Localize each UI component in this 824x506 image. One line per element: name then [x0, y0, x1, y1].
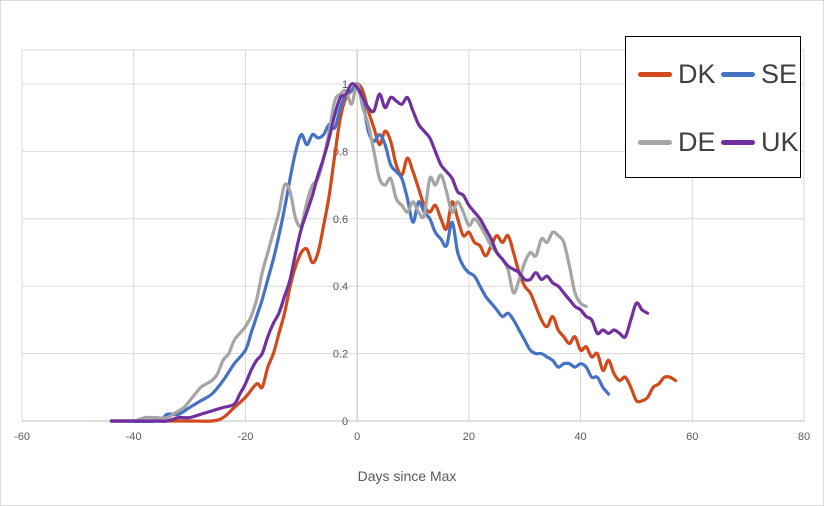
y-tick-label: 1: [342, 79, 348, 91]
x-tick-label: -20: [237, 431, 253, 443]
legend-swatch-uk: [721, 140, 755, 145]
x-tick-label: 80: [798, 431, 810, 443]
x-tick-label: 60: [686, 431, 698, 443]
series-line-uk: [109, 82, 650, 423]
y-tick-label: 0.4: [333, 281, 348, 293]
legend-swatch-dk: [638, 72, 672, 77]
x-tick-label: 40: [574, 431, 586, 443]
y-tick-label: 0: [342, 416, 348, 428]
x-tick-label: 0: [354, 431, 360, 443]
series-line-de: [109, 82, 588, 423]
series-line-dk: [109, 82, 678, 423]
x-tick-label: 20: [463, 431, 475, 443]
y-tick-label: 0.6: [333, 214, 348, 226]
legend-swatch-se: [721, 72, 755, 77]
x-tick-label: -40: [126, 431, 142, 443]
legend-label-se: SE: [761, 59, 798, 89]
x-axis-title: Days since Max: [358, 468, 457, 484]
legend-swatch-de: [638, 140, 672, 145]
legend-label-uk: UK: [761, 127, 799, 157]
legend-label-dk: DK: [678, 59, 716, 89]
legend: DK SE DE UK: [625, 36, 801, 178]
series-line-se: [109, 82, 611, 424]
x-tick-label: -60: [14, 431, 30, 443]
legend-label-de: DE: [678, 127, 716, 157]
y-tick-label: 0.2: [333, 349, 348, 361]
